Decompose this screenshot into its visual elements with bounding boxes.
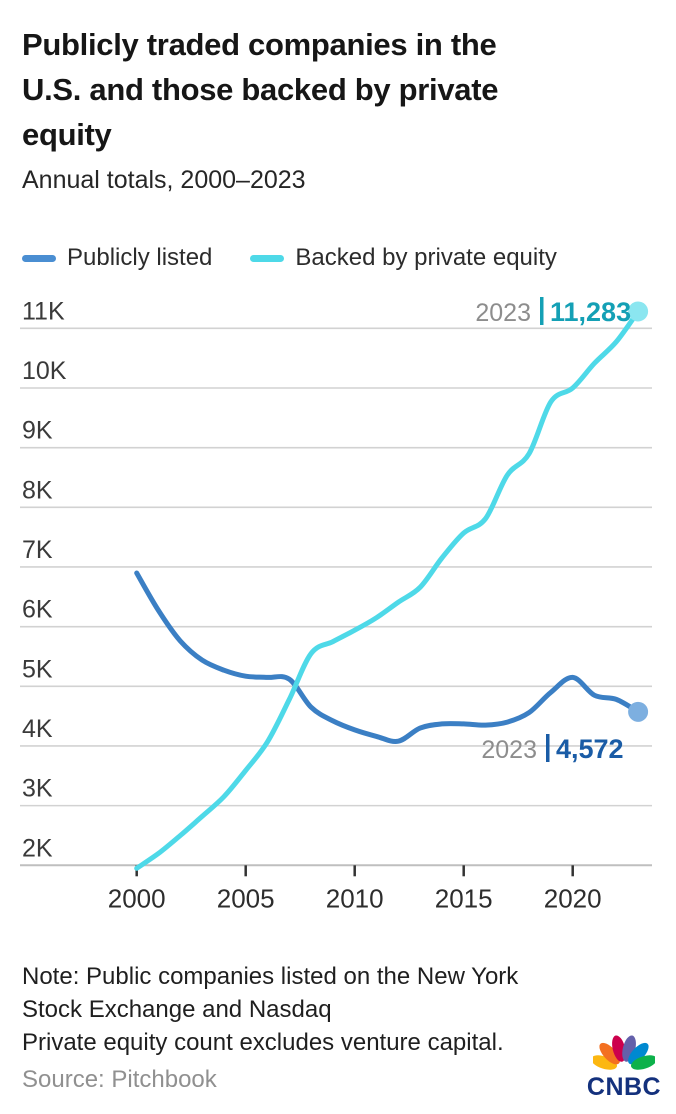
legend-label: Publicly listed [67,244,213,271]
y-axis-label: 11K [22,297,65,325]
y-axis-label: 6K [22,596,53,624]
title-line: Publicly traded companies in the [22,27,497,62]
x-axis-label: 2015 [435,883,493,913]
chart-subtitle: Annual totals, 2000–2023 [22,166,306,194]
footnote: Note: Public companies listed on the New… [22,960,518,1059]
private-equity-line-end-dot [628,301,649,322]
callout-year: 2023 [475,299,531,327]
private-equity-swatch [250,254,285,262]
cnbc-wordmark: CNBC [586,1073,662,1101]
footnote-line: Stock Exchange and Nasdaq [22,996,332,1023]
x-axis: 2000 2005 2010 2015 2020 [108,865,602,913]
y-axis-label: 4K [22,715,53,743]
publicly-listed-line [134,570,641,744]
x-axis-label: 2000 [108,883,166,913]
x-axis-label: 2020 [544,883,602,913]
series-lines [134,301,649,871]
y-axis-label: 3K [22,775,53,803]
y-axis-label: 7K [22,536,53,564]
y-axis-labels: 2K 3K 4K 5K 6K 7K 8K 9K 10K 11K [22,297,67,862]
y-axis-label: 5K [22,655,53,683]
callout-value: 4,572 [556,734,624,764]
y-axis-label: 10K [22,357,67,385]
y-axis-label: 9K [22,417,53,445]
peacock-feather [628,1042,649,1065]
gridlines [20,327,652,867]
footnote-line: Note: Public companies listed on the New… [22,963,519,990]
callout-value: 11,283 [550,297,631,327]
cnbc-logo: CNBC [586,1028,662,1102]
title-line: U.S. and those backed by private [22,72,499,107]
source-credit: Source: Pitchbook [22,1066,217,1093]
legend-item-private-equity: Backed by private equity [250,244,557,272]
footnote-line: Private equity count excludes venture ca… [22,1029,504,1056]
publicly-listed-swatch [22,254,56,262]
legend-item-publicly-listed: Publicly listed [22,244,212,272]
peacock-feather [630,1055,657,1070]
legend-label: Backed by private equity [295,244,557,271]
y-axis-label: 2K [22,834,53,862]
peacock-feather [599,1042,620,1065]
value-callouts: 2023 11,283 2023 4,572 [475,297,631,764]
chart-title: Publicly traded companies in the U.S. an… [22,22,642,157]
callout-divider [546,734,550,762]
publicly-listed-line-end-dot [628,701,649,722]
y-axis-label: 8K [22,476,53,504]
callout-year: 2023 [481,736,537,764]
x-axis-label: 2010 [326,883,384,913]
x-axis-label: 2005 [217,883,275,913]
peacock-icon [591,1035,657,1070]
title-line: equity [22,117,112,152]
private-equity-line [134,308,641,871]
callout-divider [540,297,544,325]
legend: Publicly listed Backed by private equity [22,244,557,272]
